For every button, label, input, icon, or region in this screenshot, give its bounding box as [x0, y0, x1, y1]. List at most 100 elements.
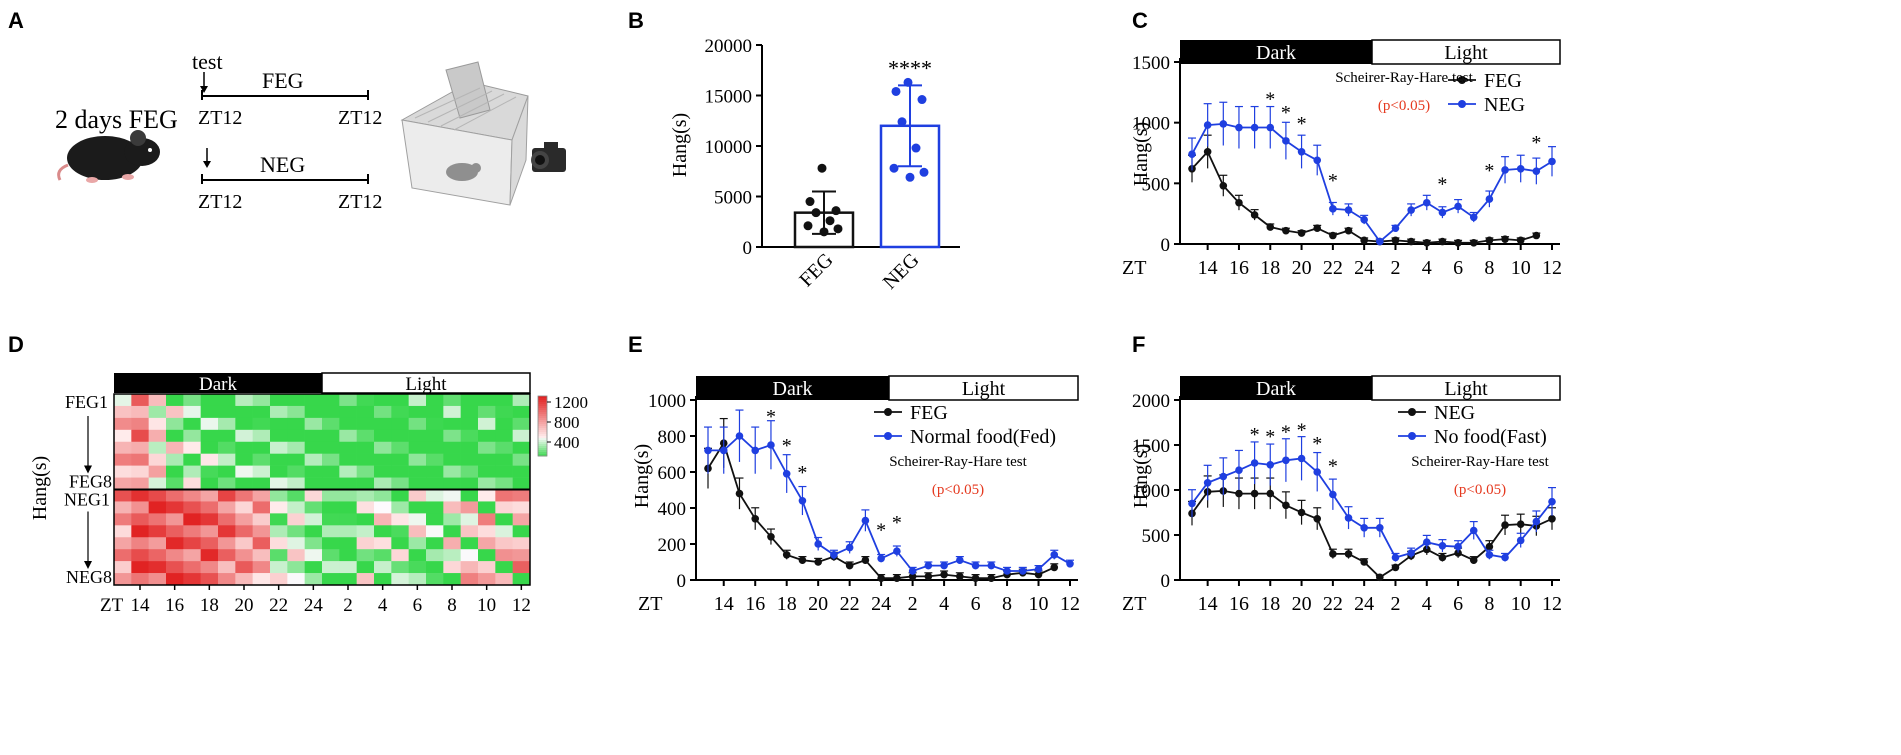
data-point	[1454, 542, 1462, 551]
heatmap-cell	[408, 501, 427, 514]
data-point	[1297, 147, 1306, 156]
heatmap-cell	[426, 549, 444, 562]
heatmap-cell	[148, 549, 167, 562]
heatmap-cell	[252, 549, 271, 562]
heatmap-cell	[443, 549, 461, 562]
heatmap-cell	[235, 453, 253, 466]
colorbar-segment	[538, 434, 547, 437]
heatmap-cell	[426, 465, 444, 478]
xtick-label: 2	[1390, 593, 1400, 615]
heatmap-cell	[183, 513, 201, 526]
colorbar-segment	[538, 412, 547, 415]
significance-star: *	[782, 435, 792, 457]
ytick-label: 0	[677, 571, 687, 592]
panel-c-line-chart: Hang(s) Dark Light 0 500 1000 1500 ZT 14 16 18 20 2…	[1122, 39, 1562, 279]
heatmap-cell	[270, 405, 288, 419]
light-phase-bar	[1371, 39, 1561, 65]
ytick-label: 500	[1142, 526, 1171, 547]
heatmap-cell	[218, 513, 236, 526]
heatmap-cell	[391, 477, 409, 490]
heatmap-cell	[495, 477, 513, 490]
data-point	[1391, 224, 1400, 233]
data-point	[1219, 472, 1228, 481]
heatmap-cell	[287, 561, 305, 574]
heatmap-cell	[339, 489, 357, 502]
heatmap-cell	[148, 429, 167, 443]
heatmap-cell	[478, 561, 496, 574]
heatmap-cell	[166, 525, 184, 538]
heatmap-cell	[131, 405, 149, 419]
row-label: NEG8	[66, 567, 112, 587]
data-point	[1360, 558, 1368, 566]
heatmap-cell	[495, 441, 513, 454]
heatmap-cell	[495, 417, 513, 431]
heatmap-cell	[183, 501, 201, 514]
data-point	[861, 556, 870, 564]
heatmap-cell	[322, 501, 340, 514]
data-point	[719, 446, 728, 455]
data-point	[1454, 202, 1462, 211]
ytick-label: 1500	[1132, 53, 1170, 74]
xtick-label: 2	[343, 595, 353, 616]
xtick-label: 12	[1060, 593, 1080, 615]
significance-star: *	[1437, 173, 1447, 195]
panel-b-ytick-label: 10000	[705, 137, 753, 158]
xtick-label: 6	[971, 593, 981, 615]
heatmap-cell	[131, 489, 149, 502]
heatmap-cell	[200, 465, 219, 478]
heatmap-cell	[356, 417, 375, 431]
heatmap-cell	[356, 441, 375, 454]
data-point	[751, 515, 760, 523]
xtick-label: 18	[200, 595, 219, 616]
data-point	[1282, 137, 1290, 145]
xtick-label: 4	[1422, 257, 1432, 279]
heatmap-cell	[443, 489, 461, 502]
xtick-label: 14	[131, 595, 151, 616]
heatmap-cell	[512, 573, 531, 586]
heatmap-cell	[391, 537, 409, 550]
heatmap-cell	[356, 501, 375, 514]
xtick-label: 22	[1323, 593, 1343, 615]
colorbar-tick-label: 800	[554, 413, 580, 432]
heatmap-cell	[183, 561, 201, 574]
heatmap-cell	[426, 405, 444, 419]
heatmap-cell	[478, 537, 496, 550]
heatmap-cell	[200, 513, 219, 526]
data-point	[1501, 521, 1509, 529]
data-point	[940, 561, 948, 570]
legend-marker	[884, 408, 892, 416]
heatmap-cell	[443, 453, 461, 466]
data-point	[1344, 514, 1353, 522]
heatmap-cell	[460, 417, 479, 431]
panel-b-point	[911, 143, 921, 153]
heatmap-cell	[460, 525, 479, 538]
panel-letter-a: A	[8, 8, 24, 33]
xtick-label: 24	[304, 595, 324, 616]
heatmap-cell	[114, 561, 132, 574]
camera-icon	[531, 142, 566, 172]
xtick-label: 18	[1260, 593, 1280, 615]
heatmap-cell	[131, 453, 149, 466]
heatmap-cell	[304, 465, 323, 478]
xtick-label: 24	[871, 593, 891, 615]
heatmap-cell	[304, 429, 323, 443]
heatmap-cell	[495, 394, 513, 407]
panel-b-point	[919, 167, 929, 177]
data-point	[1516, 520, 1525, 528]
heatmap-cell	[443, 525, 461, 538]
neg-end-label: ZT12	[338, 191, 382, 213]
heatmap-cell	[287, 405, 305, 419]
data-point	[1329, 231, 1337, 240]
heatmap-cell	[235, 477, 253, 490]
xtick-label: 20	[235, 595, 254, 616]
significance-star: *	[876, 519, 886, 541]
heatmap-cell	[408, 405, 427, 419]
data-point	[1422, 238, 1431, 247]
heatmap-cell	[114, 394, 132, 407]
heatmap-cell	[339, 573, 357, 586]
data-point	[1266, 223, 1275, 231]
heatmap-cell	[131, 429, 149, 443]
heatmap-cell	[252, 561, 271, 574]
heatmap-cell	[356, 394, 375, 407]
